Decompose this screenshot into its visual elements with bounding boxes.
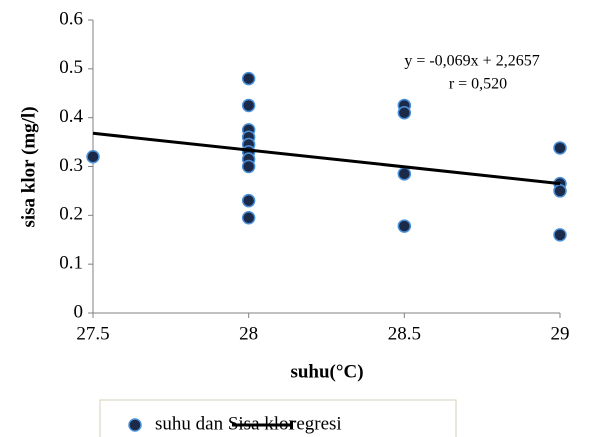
legend-box [99,399,457,437]
point [86,149,100,164]
equation: y = -0,069x + 2,2657 [404,53,539,70]
point [397,219,412,233]
point [241,211,256,225]
legend-label: regresi [290,413,342,434]
x-tick-label: 27.5 [76,323,109,344]
point [241,98,256,113]
x-tick-label: 28.5 [388,323,421,344]
y-tick-label: 0.4 [59,106,83,127]
point [241,159,256,174]
legend-label: suhu dan Sisa klor [155,413,296,434]
point [553,184,567,198]
y-tick-label: 0.1 [59,253,83,274]
legend-marker [128,418,142,432]
point [553,228,567,242]
regression-line [92,131,561,186]
point [397,106,412,120]
point [397,167,412,181]
r-value: r = 0,520 [449,76,507,93]
y-tick-label: 0.3 [59,155,83,176]
x-tick-label: 29 [551,323,570,344]
y-tick-label: 0.5 [59,57,83,78]
y-axis-title: sisa klor (mg/l) [18,106,39,227]
x-axis-title: suhu(°C) [290,361,363,382]
point [241,71,256,86]
x-tick-label: 28 [239,323,258,344]
point [241,193,256,208]
y-tick-label: 0.2 [59,204,83,225]
y-tick-label: 0.6 [59,8,83,29]
y-tick-label: 0 [74,301,84,322]
point [553,141,567,155]
